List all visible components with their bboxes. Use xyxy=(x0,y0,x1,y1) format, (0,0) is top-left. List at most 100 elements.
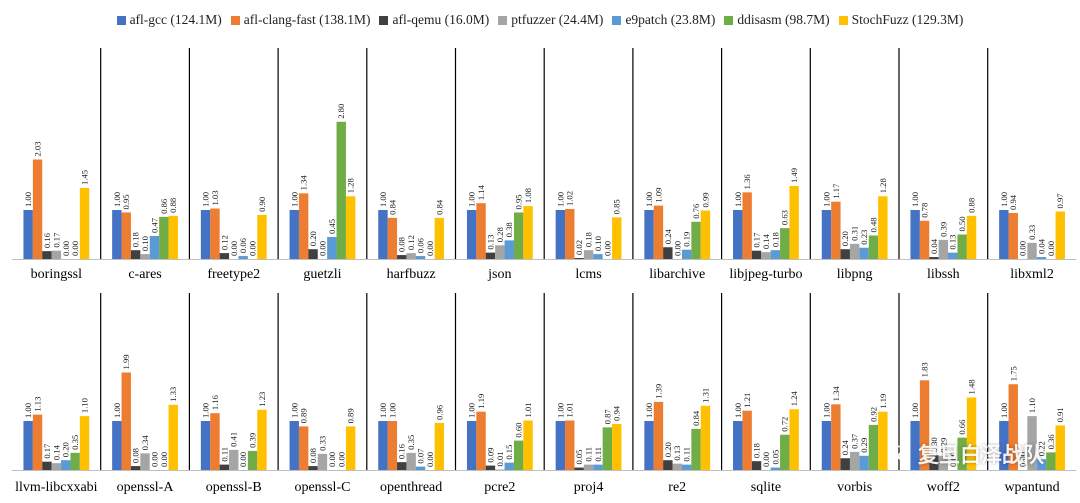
data-label: 1.10 xyxy=(1027,398,1037,413)
bar xyxy=(868,235,879,259)
data-label: 1.99 xyxy=(121,354,131,369)
category-label: sqlite xyxy=(751,480,781,495)
data-label: 0.87 xyxy=(602,409,612,425)
legend-swatch xyxy=(379,15,389,25)
bar xyxy=(653,205,664,259)
data-label: 0.16 xyxy=(397,443,407,459)
data-label: 0.66 xyxy=(957,419,967,435)
data-label: 2.80 xyxy=(336,104,346,119)
bar xyxy=(878,411,888,470)
bar xyxy=(308,466,318,470)
bar xyxy=(574,467,584,470)
data-label: 0.88 xyxy=(967,198,977,213)
data-label: 0.94 xyxy=(1008,194,1018,210)
data-label: 1.21 xyxy=(742,393,752,408)
bar xyxy=(32,414,43,470)
category-label: openssl-B xyxy=(206,480,262,495)
data-label: 0.00 xyxy=(1018,241,1028,256)
bar xyxy=(966,397,977,470)
data-label: 0.36 xyxy=(1046,434,1056,450)
data-label: 1.48 xyxy=(967,379,977,394)
bar xyxy=(378,421,388,470)
data-label: 0.78 xyxy=(920,203,930,218)
data-label: 0.31 xyxy=(850,226,860,241)
bar xyxy=(919,380,930,470)
data-label: 1.45 xyxy=(80,170,90,185)
data-label: 0.90 xyxy=(257,197,267,212)
data-label: 1.16 xyxy=(210,394,220,410)
bar xyxy=(700,210,711,259)
legend-item: ddisasm (98.7M) xyxy=(724,12,830,28)
data-label: 0.12 xyxy=(406,235,416,250)
data-label: 0.00 xyxy=(149,452,159,467)
data-label: 0.00 xyxy=(336,452,346,467)
legend-label: ptfuzzer (24.4M) xyxy=(511,12,604,27)
bar xyxy=(859,247,869,259)
bar xyxy=(733,210,743,259)
data-label: 0.01 xyxy=(495,451,505,466)
data-label: 1.02 xyxy=(565,191,575,206)
bar xyxy=(1008,384,1018,470)
category-label: libarchive xyxy=(649,267,705,282)
bar xyxy=(742,410,752,470)
data-label: 0.24 xyxy=(663,228,673,244)
data-label: 1.00 xyxy=(201,403,211,418)
bar xyxy=(200,421,211,470)
bar xyxy=(780,228,790,259)
bar xyxy=(919,220,930,259)
bar xyxy=(938,455,949,470)
legend-item: afl-gcc (124.1M) xyxy=(116,12,222,28)
data-label: 1.00 xyxy=(910,192,920,207)
data-label: 1.00 xyxy=(644,403,654,418)
data-label: 0.39 xyxy=(938,222,948,237)
data-label: 0.08 xyxy=(308,448,318,463)
bar xyxy=(948,252,958,259)
data-label: 0.19 xyxy=(682,232,692,247)
bar xyxy=(476,203,486,259)
data-label: 0.00 xyxy=(229,241,239,256)
legend-swatch xyxy=(838,15,848,25)
bar xyxy=(1036,257,1047,259)
bar xyxy=(593,464,603,470)
bar xyxy=(406,253,416,259)
bar xyxy=(378,210,388,259)
data-label: 0.17 xyxy=(51,232,61,248)
watermark: 复旦白泽战队 xyxy=(890,439,1044,469)
bar xyxy=(565,209,575,259)
bar xyxy=(593,254,603,259)
bar xyxy=(999,421,1009,470)
bar xyxy=(789,409,799,470)
data-label: 0.13 xyxy=(948,235,958,250)
category-label: woff2 xyxy=(927,480,960,495)
bar xyxy=(168,215,178,259)
bar xyxy=(1036,459,1047,470)
bar xyxy=(523,420,533,470)
bar xyxy=(644,210,654,259)
data-label: 1.00 xyxy=(467,403,477,418)
data-label: 0.06 xyxy=(238,237,248,253)
bar xyxy=(434,217,445,259)
data-label: 0.05 xyxy=(770,450,780,465)
data-label: 0.11 xyxy=(219,447,229,462)
legend-swatch xyxy=(724,15,734,25)
bar xyxy=(121,372,131,470)
data-label: 0.17 xyxy=(752,232,762,248)
data-label: 0.45 xyxy=(327,219,337,234)
bar xyxy=(121,212,131,259)
bar xyxy=(210,413,220,470)
data-label: 0.09 xyxy=(485,448,495,463)
category-label: llvm-libcxxabi xyxy=(15,480,98,495)
bar xyxy=(345,426,356,470)
bar xyxy=(672,463,682,470)
bar xyxy=(504,240,514,259)
bar xyxy=(831,404,841,470)
bar xyxy=(140,453,150,470)
legend-item: StochFuzz (129.3M) xyxy=(838,12,963,28)
data-label: 1.08 xyxy=(523,188,533,203)
legend-label: ddisasm (98.7M) xyxy=(737,12,830,27)
data-label: 0.39 xyxy=(248,433,258,448)
data-label: 1.34 xyxy=(831,386,841,402)
data-label: 1.83 xyxy=(920,362,930,377)
bar xyxy=(789,185,799,259)
bar xyxy=(42,461,52,470)
